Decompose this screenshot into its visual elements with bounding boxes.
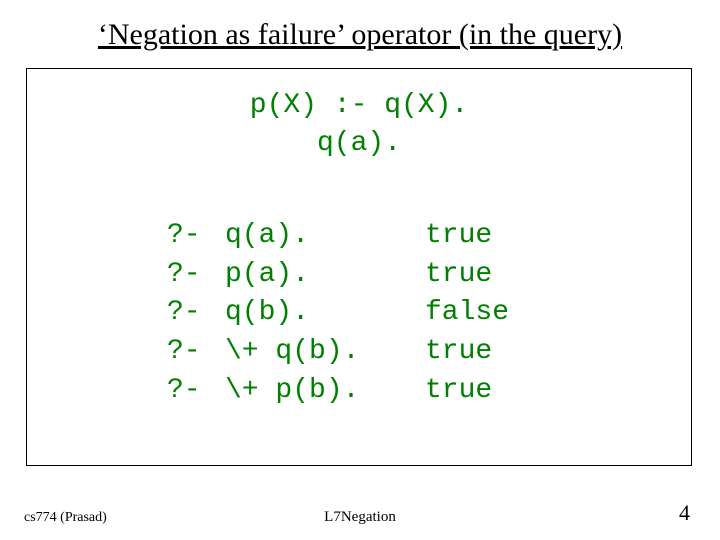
query-result: true bbox=[425, 333, 545, 372]
query-row: ?- \+ q(b). true bbox=[167, 333, 545, 372]
slide-title: ‘Negation as failure’ operator (in the q… bbox=[0, 18, 720, 52]
query-text: q(a). bbox=[225, 217, 425, 256]
query-result: true bbox=[425, 256, 545, 295]
footer-center: L7Negation bbox=[0, 509, 720, 526]
query-row: ?- q(b). false bbox=[167, 294, 545, 333]
query-text: q(b). bbox=[225, 294, 425, 333]
query-prompt: ?- bbox=[167, 333, 225, 372]
slide-title-text: ‘Negation as failure’ operator (in the q… bbox=[98, 18, 622, 51]
query-prompt: ?- bbox=[167, 217, 225, 256]
query-text: \+ p(b). bbox=[225, 372, 425, 411]
query-row: ?- \+ p(b). true bbox=[167, 372, 545, 411]
query-text: \+ q(b). bbox=[225, 333, 425, 372]
query-row: ?- q(a). true bbox=[167, 217, 545, 256]
query-result: true bbox=[425, 217, 545, 256]
footer-right: 4 bbox=[679, 500, 690, 526]
query-prompt: ?- bbox=[167, 294, 225, 333]
program-line: q(a). bbox=[27, 125, 691, 163]
program-block: p(X) :- q(X). q(a). bbox=[27, 87, 691, 163]
query-row: ?- p(a). true bbox=[167, 256, 545, 295]
slide: ‘Negation as failure’ operator (in the q… bbox=[0, 0, 720, 540]
query-result: false bbox=[425, 294, 545, 333]
query-prompt: ?- bbox=[167, 256, 225, 295]
query-result: true bbox=[425, 372, 545, 411]
program-line: p(X) :- q(X). bbox=[27, 87, 691, 125]
query-prompt: ?- bbox=[167, 372, 225, 411]
queries-block: ?- q(a). true ?- p(a). true ?- q(b). fal… bbox=[167, 217, 545, 410]
query-text: p(a). bbox=[225, 256, 425, 295]
code-box: p(X) :- q(X). q(a). ?- q(a). true ?- p(a… bbox=[26, 68, 692, 466]
